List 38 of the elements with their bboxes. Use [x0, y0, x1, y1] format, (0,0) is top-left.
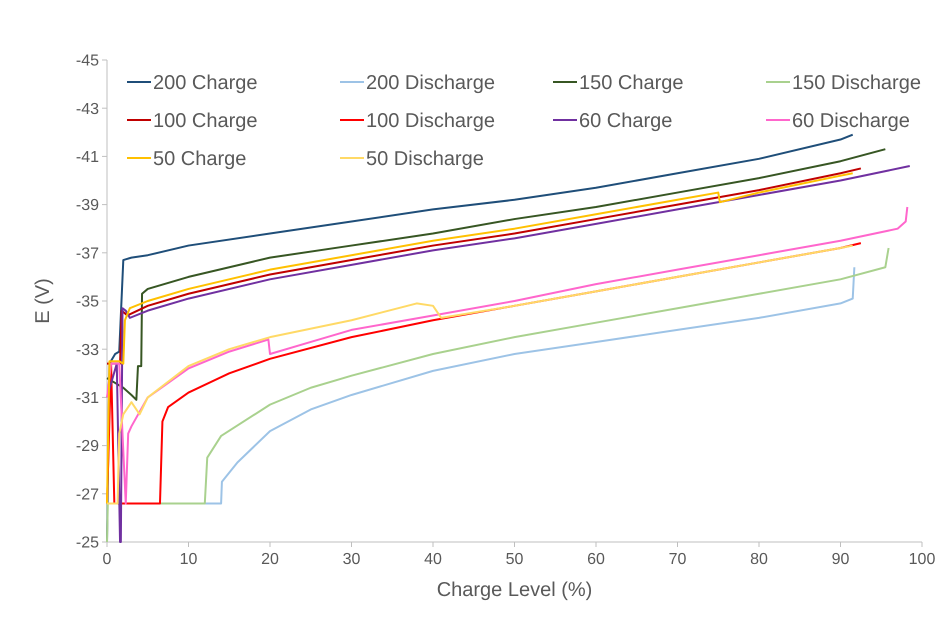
line-series — [106, 172, 854, 504]
x-tick-label: 10 — [180, 551, 198, 568]
legend-label: 60 Charge — [579, 110, 672, 132]
line-series — [106, 148, 886, 401]
legend-label: 50 Charge — [153, 148, 246, 170]
legend-label: 150 Discharge — [792, 72, 921, 94]
line-series — [106, 206, 908, 504]
y-tick-label: -27 — [76, 486, 100, 504]
legend-label: 200 Charge — [153, 72, 258, 94]
y-tick-label: -31 — [76, 390, 100, 407]
legend-label: 150 Charge — [579, 72, 684, 94]
y-tick-label: -43 — [76, 100, 100, 118]
legend-label: 100 Discharge — [366, 110, 495, 132]
y-tick-label: -25 — [76, 534, 100, 552]
legend-label: 60 Discharge — [792, 110, 910, 132]
x-tick-label: 0 — [102, 551, 112, 568]
x-tick-label: 20 — [261, 551, 279, 568]
x-tick-label: 60 — [587, 551, 605, 568]
x-tick-label: 70 — [668, 551, 686, 568]
y-tick-label: -35 — [76, 294, 100, 311]
x-axis-title: Charge Level (%) — [436, 579, 592, 601]
y-tick-label: -37 — [76, 245, 100, 262]
legend-label: 200 Discharge — [366, 72, 495, 94]
y-tick-label: -33 — [76, 342, 100, 359]
x-tick-label: 50 — [506, 551, 524, 568]
y-tick-label: -29 — [76, 438, 100, 456]
line-series — [106, 246, 890, 543]
y-tick-label: -41 — [76, 149, 100, 166]
legend-label: 50 Discharge — [366, 148, 484, 170]
x-tick-label: 30 — [342, 551, 360, 568]
x-tick-label: 80 — [750, 551, 768, 568]
y-tick-label: -45 — [76, 52, 100, 70]
y-axis-title: E (V) — [32, 278, 54, 324]
y-tick-label: -39 — [76, 197, 100, 214]
x-tick-label: 90 — [832, 551, 850, 568]
x-tick-label: 100 — [908, 551, 936, 568]
x-tick-label: 40 — [424, 551, 442, 568]
legend-label: 100 Charge — [153, 110, 258, 132]
